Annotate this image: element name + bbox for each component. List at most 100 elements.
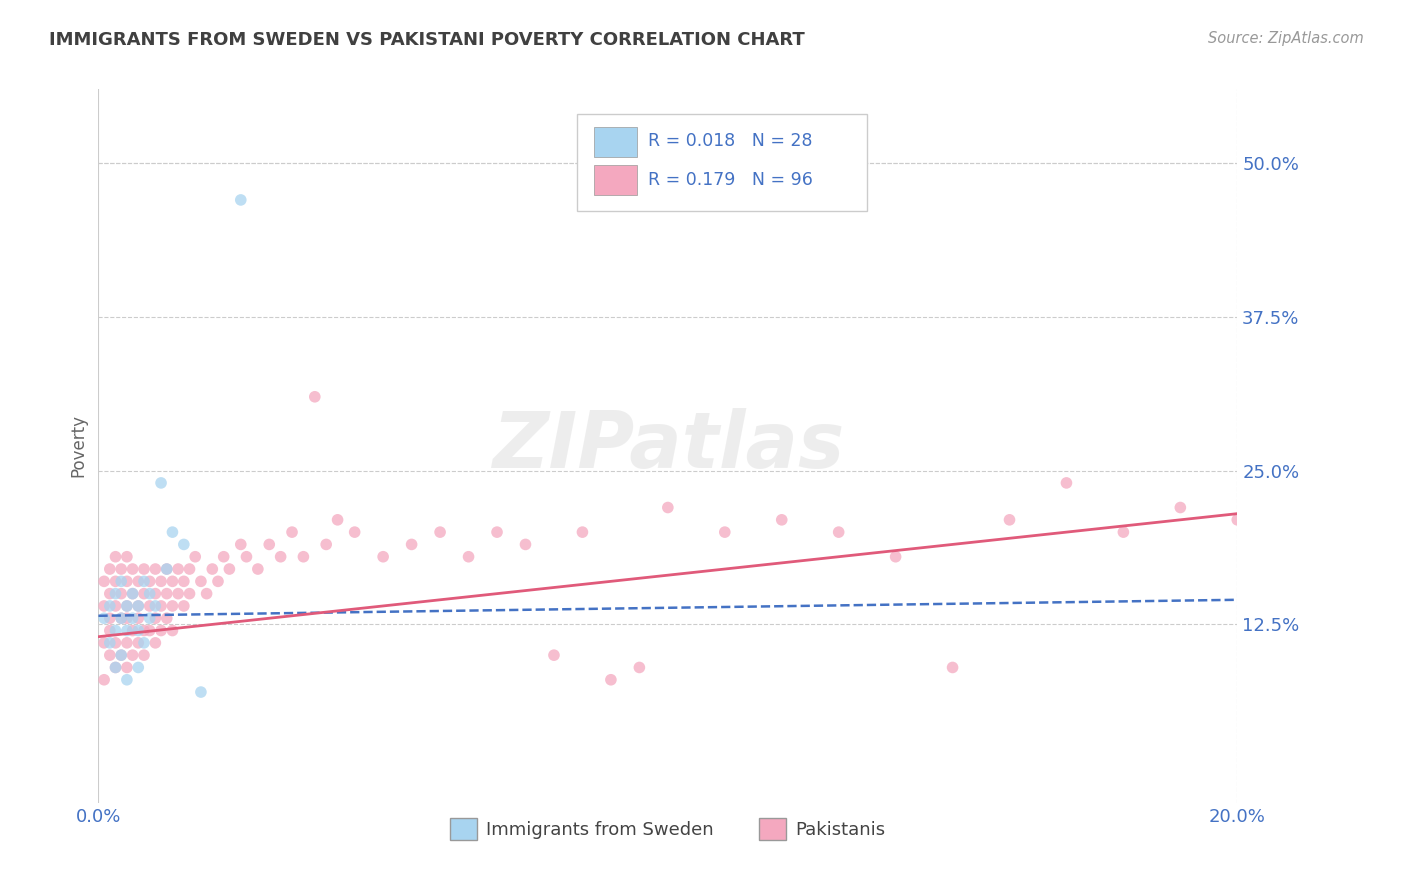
Point (104, 587, 127, 601)
Point (145, 611, 167, 625)
Point (104, 636, 127, 650)
Point (132, 624, 155, 638)
Point (93, 611, 115, 625)
Point (115, 636, 138, 650)
Point (156, 611, 179, 625)
Point (457, 549, 479, 564)
Point (104, 549, 127, 564)
Point (184, 549, 207, 564)
Point (98, 587, 121, 601)
Point (195, 587, 218, 601)
Point (212, 549, 235, 564)
Text: Source: ZipAtlas.com: Source: ZipAtlas.com (1208, 31, 1364, 46)
Point (121, 648, 143, 662)
Point (162, 599, 184, 613)
Point (190, 685, 212, 699)
Point (98, 636, 121, 650)
Point (93, 636, 115, 650)
Point (115, 574, 138, 589)
Point (104, 660, 127, 674)
Point (281, 525, 304, 540)
Point (1170, 500, 1192, 515)
Point (218, 562, 240, 576)
Point (121, 624, 143, 638)
Point (884, 549, 907, 564)
Point (235, 549, 257, 564)
Point (1056, 475, 1078, 490)
Point (343, 525, 366, 540)
Point (127, 660, 149, 674)
Point (132, 648, 155, 662)
Point (162, 574, 184, 589)
Point (259, 537, 281, 551)
Point (121, 587, 143, 601)
Point (150, 624, 173, 638)
Point (93, 673, 115, 687)
Point (138, 574, 160, 589)
Point (138, 587, 160, 601)
Point (229, 193, 252, 207)
Text: R = 0.018   N = 28: R = 0.018 N = 28 (648, 132, 813, 150)
Point (600, 673, 623, 687)
Point (543, 648, 565, 662)
Point (246, 562, 269, 576)
Point (121, 611, 143, 625)
Point (998, 513, 1021, 527)
Point (132, 636, 155, 650)
Point (942, 660, 965, 674)
Point (115, 599, 138, 613)
Point (207, 574, 229, 589)
Point (173, 537, 195, 551)
FancyBboxPatch shape (593, 165, 637, 194)
Point (145, 636, 167, 650)
Point (127, 611, 149, 625)
Text: R = 0.179   N = 96: R = 0.179 N = 96 (648, 171, 813, 189)
Point (127, 599, 149, 613)
Point (121, 587, 143, 601)
Point (110, 648, 132, 662)
Point (156, 562, 179, 576)
Point (110, 587, 132, 601)
Point (93, 574, 115, 589)
Point (115, 599, 138, 613)
Point (132, 562, 155, 576)
Point (167, 587, 190, 601)
Point (373, 549, 395, 564)
Point (628, 660, 651, 674)
Text: IMMIGRANTS FROM SWEDEN VS PAKISTANI POVERTY CORRELATION CHART: IMMIGRANTS FROM SWEDEN VS PAKISTANI POVE… (49, 31, 806, 49)
Point (167, 562, 190, 576)
Point (162, 525, 184, 540)
Point (179, 562, 201, 576)
Point (571, 525, 593, 540)
Point (315, 537, 337, 551)
Point (98, 648, 121, 662)
Point (828, 525, 851, 540)
Text: ZIPatlas: ZIPatlas (492, 408, 844, 484)
Point (156, 562, 179, 576)
Point (132, 587, 155, 601)
Point (127, 599, 149, 613)
Point (98, 611, 121, 625)
FancyBboxPatch shape (593, 127, 637, 157)
Point (115, 660, 138, 674)
Y-axis label: Poverty: Poverty (69, 415, 87, 477)
Point (110, 611, 132, 625)
Point (486, 525, 509, 540)
Point (127, 624, 149, 638)
Legend: Immigrants from Sweden, Pakistanis: Immigrants from Sweden, Pakistanis (443, 811, 893, 847)
Point (179, 587, 201, 601)
Point (401, 537, 423, 551)
Point (770, 513, 793, 527)
Point (292, 549, 315, 564)
Point (190, 574, 212, 589)
Point (156, 587, 179, 601)
Point (229, 537, 252, 551)
Point (121, 562, 143, 576)
Point (150, 475, 173, 490)
Point (115, 611, 138, 625)
Point (173, 599, 195, 613)
Point (104, 660, 127, 674)
Point (110, 562, 132, 576)
Point (110, 574, 132, 589)
Point (115, 673, 138, 687)
